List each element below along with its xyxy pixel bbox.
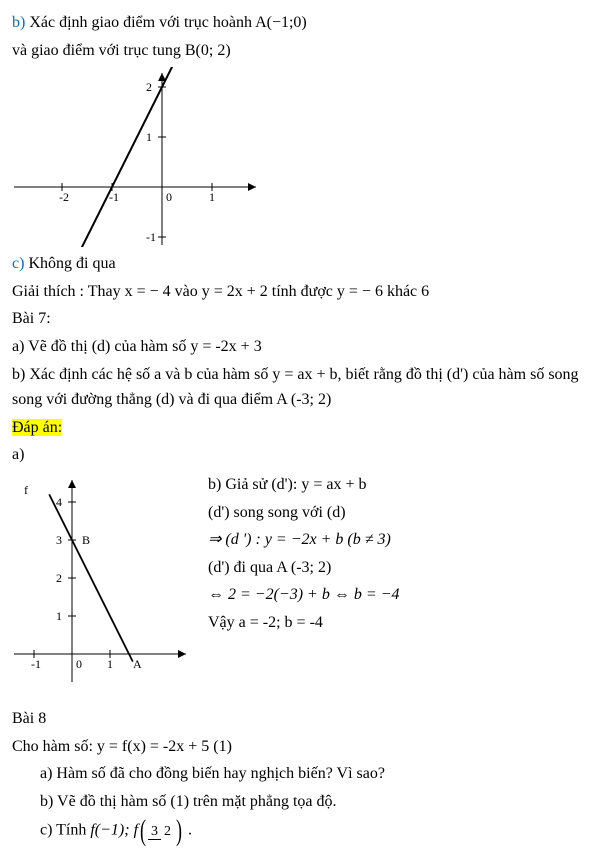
paren-left: ( bbox=[140, 816, 146, 846]
svg-text:-2: -2 bbox=[59, 190, 69, 204]
svg-text:1: 1 bbox=[107, 657, 113, 671]
svg-text:A: A bbox=[133, 657, 142, 671]
svg-text:3: 3 bbox=[56, 533, 62, 547]
svg-text:-1: -1 bbox=[31, 657, 41, 671]
label-b: b) bbox=[12, 14, 25, 31]
solution-col: b) Giả sử (d'): y = ax + b (d') song son… bbox=[208, 470, 584, 638]
line-b2: và giao điểm với trục tung B(0; 2) bbox=[12, 38, 584, 64]
svg-text:0: 0 bbox=[166, 190, 172, 204]
svg-text:f: f bbox=[24, 483, 28, 497]
bai7-ans-a: a) bbox=[12, 442, 584, 468]
solution-row: -1 1 1 2 3 4 0 f B A b) Giả sử (d'): y = ax + b (… bbox=[12, 470, 584, 688]
sol-b5: ⇔ 2 = −2(−3) + b ⇔ b = −4 bbox=[208, 582, 584, 608]
bai7-b: b) Xác định các hệ số a và b của hàm số … bbox=[12, 362, 584, 413]
fraction: 32 bbox=[148, 824, 174, 839]
svg-text:B: B bbox=[82, 533, 90, 547]
bai7-title: Bài 7: bbox=[12, 306, 584, 332]
svg-text:1: 1 bbox=[56, 609, 62, 623]
sol-b1: b) Giả sử (d'): y = ax + b bbox=[208, 472, 584, 498]
svg-text:0: 0 bbox=[76, 657, 82, 671]
graph2-col: -1 1 1 2 3 4 0 f B A bbox=[12, 470, 192, 688]
bai7-a: a) Vẽ đồ thị (d) của hàm số y = -2x + 3 bbox=[12, 334, 584, 360]
label-c: c) bbox=[12, 255, 24, 272]
dapan-label: Đáp án: bbox=[12, 419, 62, 436]
svg-text:1: 1 bbox=[209, 190, 215, 204]
sol-b2: (d') song song với (d) bbox=[208, 500, 584, 526]
line-c2: Giải thích : Thay x = − 4 vào y = 2x + 2… bbox=[12, 279, 584, 305]
svg-text:2: 2 bbox=[56, 571, 62, 585]
graph-1: -2-11-1120 bbox=[12, 67, 262, 247]
svg-text:4: 4 bbox=[56, 495, 62, 509]
bai8-c: c) Tính f(−1); f(32) . bbox=[12, 816, 584, 846]
svg-text:-1: -1 bbox=[146, 230, 156, 244]
svg-text:1: 1 bbox=[146, 130, 152, 144]
sol-b3: ⇒ (d ') : y = −2x + b (b ≠ 3) bbox=[208, 527, 584, 553]
bai8-b: b) Vẽ đồ thị hàm số (1) trên mặt phẳng t… bbox=[12, 789, 584, 815]
dap-an: Đáp án: bbox=[12, 415, 584, 441]
bai8-fn: Cho hàm số: y = f(x) = -2x + 5 (1) bbox=[12, 734, 584, 760]
sol-b4: (d') đi qua A (-3; 2) bbox=[208, 555, 584, 581]
sol-b6: Vậy a = -2; b = -4 bbox=[208, 610, 584, 636]
line-c: c) Không đi qua bbox=[12, 251, 584, 277]
bai8-title: Bài 8 bbox=[12, 706, 584, 732]
graph-2: -1 1 1 2 3 4 0 f B A bbox=[12, 474, 192, 684]
paren-right: ) bbox=[176, 816, 182, 846]
bai8-a: a) Hàm số đã cho đồng biến hay nghịch bi… bbox=[12, 761, 584, 787]
line-b: b) Xác định giao điểm với trục hoành A(−… bbox=[12, 10, 584, 36]
svg-text:2: 2 bbox=[146, 80, 152, 94]
